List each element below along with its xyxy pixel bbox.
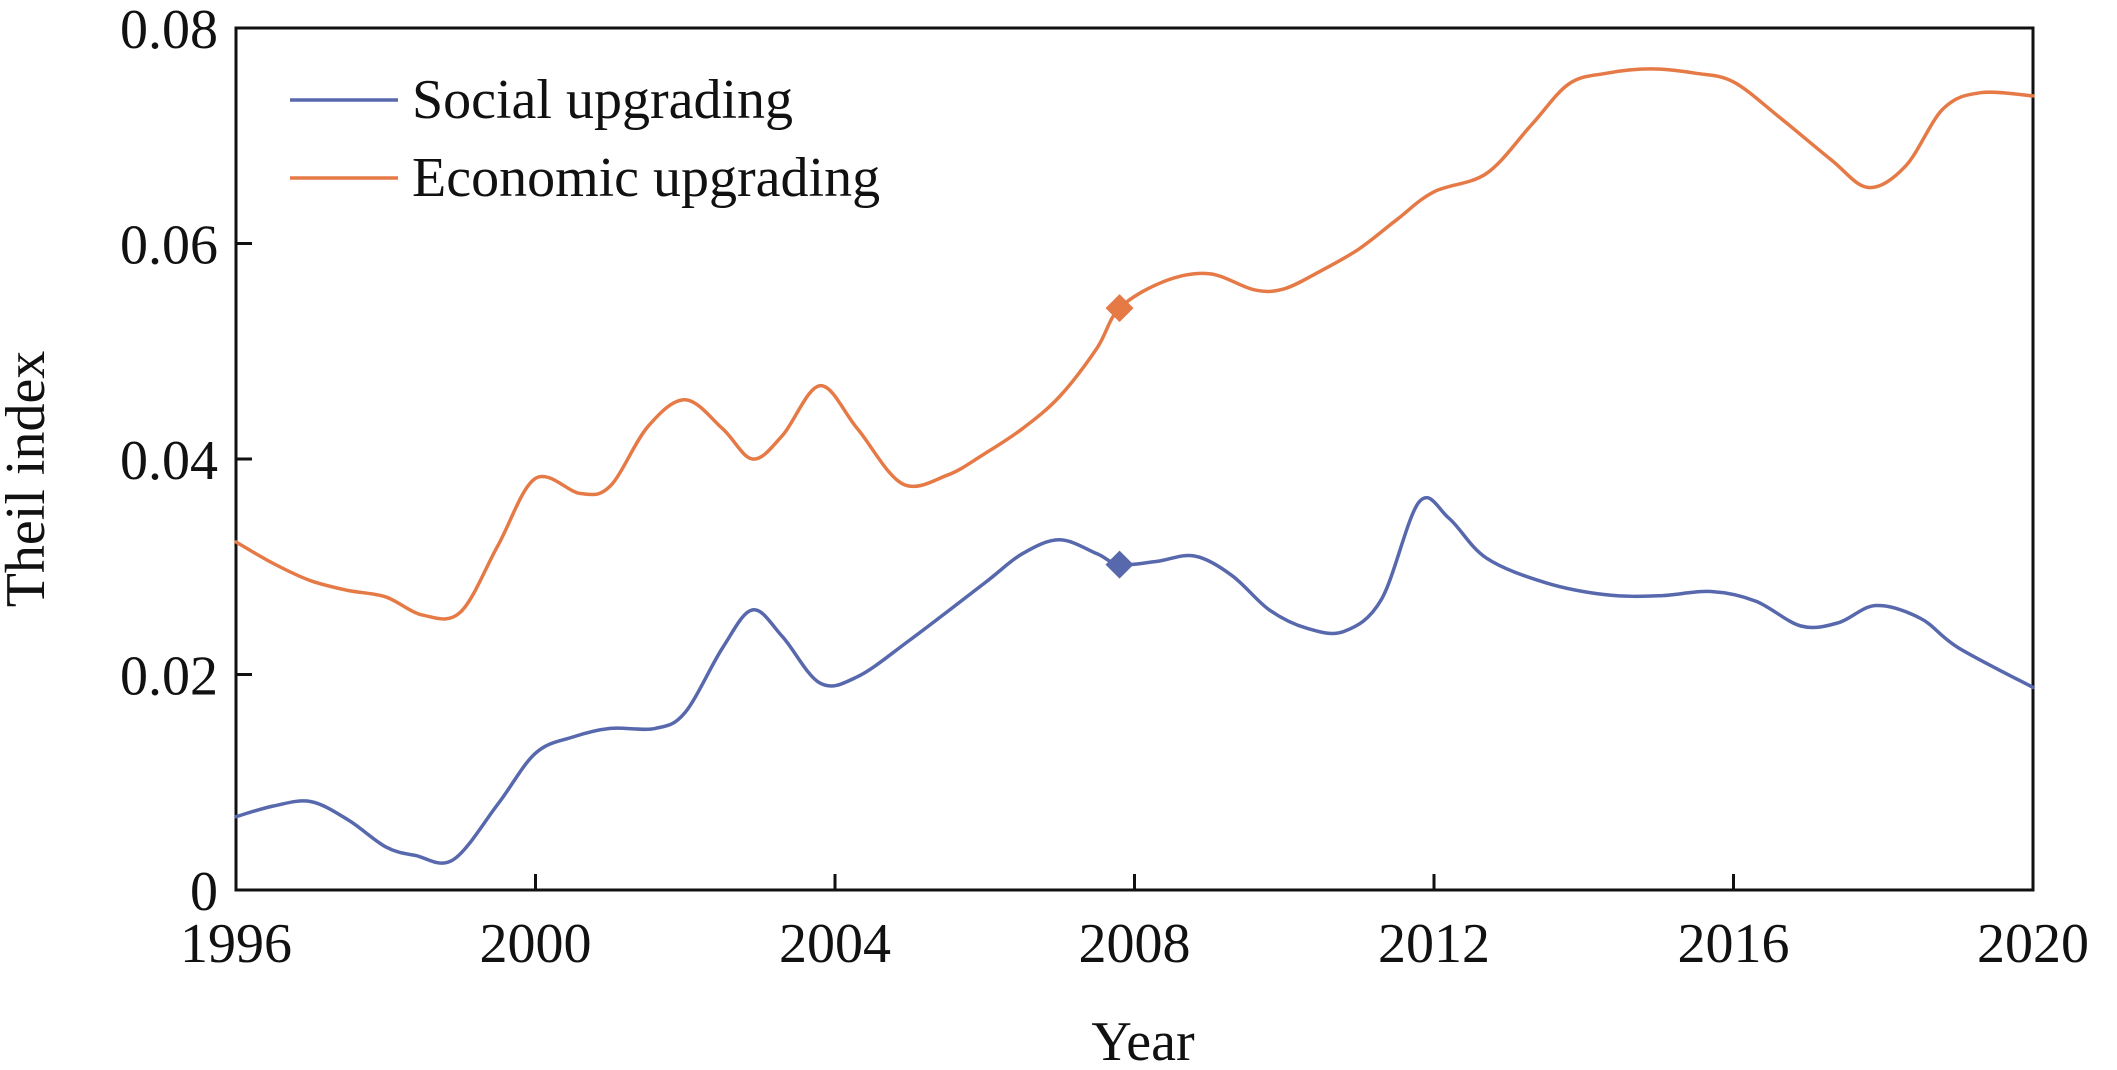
x-tick-label: 2012 (1378, 913, 1490, 975)
legend-label-social-upgrading: Social upgrading (412, 69, 793, 131)
x-tick-label: 2008 (1079, 913, 1191, 975)
series-line-economic-upgrading (234, 67, 2035, 621)
legend: Social upgrading Economic upgrading (290, 69, 880, 209)
y-axis-title: Theil index (0, 351, 57, 608)
y-tick-label: 0.04 (120, 430, 218, 492)
y-tick-label: 0.02 (120, 646, 218, 708)
x-tick-label: 2004 (779, 913, 891, 975)
x-tick-label: 2000 (480, 913, 592, 975)
diamond-marker-economic-upgrading (1105, 294, 1134, 323)
y-tick-label: 0.08 (120, 0, 218, 61)
y-tick-label: 0.06 (120, 215, 218, 277)
legend-label-economic-upgrading: Economic upgrading (412, 147, 880, 209)
x-tick-label: 1996 (180, 913, 292, 975)
x-tick-label: 2016 (1678, 913, 1790, 975)
diamond-marker-social-upgrading (1105, 550, 1134, 579)
x-axis-title: Year (1091, 1011, 1195, 1070)
series-line-social-upgrading (234, 495, 2035, 865)
x-tick-label: 2020 (1977, 913, 2089, 975)
y-tick-label: 0 (190, 861, 218, 923)
